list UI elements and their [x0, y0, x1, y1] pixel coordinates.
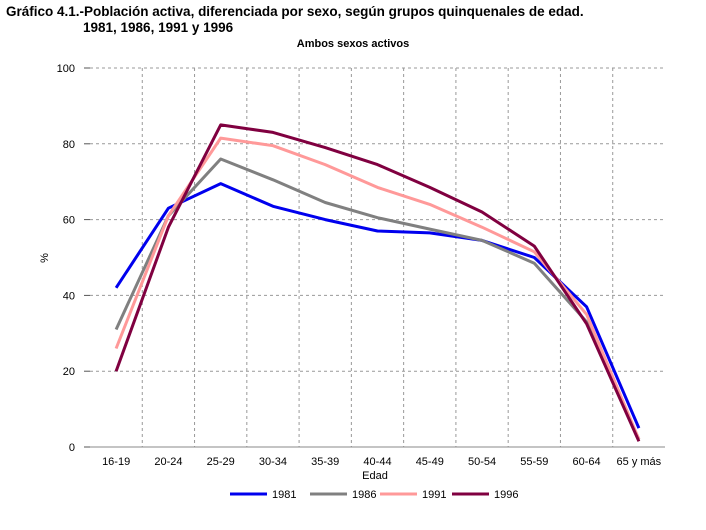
series-lines — [114, 123, 641, 442]
y-tick-label: 40 — [63, 290, 75, 302]
x-tick-label: 30-34 — [259, 456, 287, 468]
y-tick-label: 60 — [63, 215, 75, 227]
axes — [84, 67, 665, 448]
y-tick-label: 0 — [69, 442, 75, 454]
x-tick-label: 25-29 — [207, 456, 235, 468]
legend-label-1996: 1996 — [494, 489, 518, 501]
y-tick-label: 20 — [63, 366, 75, 378]
y-axis-label: % — [39, 253, 51, 263]
grid-lines — [90, 67, 665, 447]
legend: 1981 1986 1991 1996 — [230, 489, 518, 501]
x-tick-label: 16-19 — [102, 456, 130, 468]
chart-title-line-1: Gráfico 4.1.-Población activa, diferenci… — [6, 4, 584, 19]
legend-label-1981: 1981 — [272, 489, 296, 501]
x-tick-label: 50-54 — [468, 456, 496, 468]
x-tick-label: 55-59 — [520, 456, 548, 468]
legend-label-1986: 1986 — [352, 489, 376, 501]
chart-subtitle: Ambos sexos activos — [296, 38, 410, 50]
legend-label-1991: 1991 — [422, 489, 446, 501]
x-tick-label: 60-64 — [573, 456, 601, 468]
x-tick-label: 20-24 — [154, 456, 182, 468]
x-tick-label: 40-44 — [363, 456, 391, 468]
series-line-1986 — [114, 157, 641, 441]
y-tick-label: 100 — [57, 63, 75, 75]
y-tick-labels: 0 20 40 60 80 100 — [57, 63, 75, 454]
chart-title-line-2: 1981, 1986, 1991 y 1996 — [83, 20, 234, 35]
x-tick-labels: 16-19 20-24 25-29 30-34 35-39 40-44 45-49 50-54… — [102, 456, 662, 468]
series-line-1996 — [114, 123, 641, 442]
x-tick-label: 45-49 — [416, 456, 444, 468]
y-tick-label: 80 — [63, 139, 75, 151]
x-tick-label: 35-39 — [311, 456, 339, 468]
x-axis-label: Edad — [362, 470, 388, 482]
x-tick-label: 65 y más — [617, 456, 662, 468]
